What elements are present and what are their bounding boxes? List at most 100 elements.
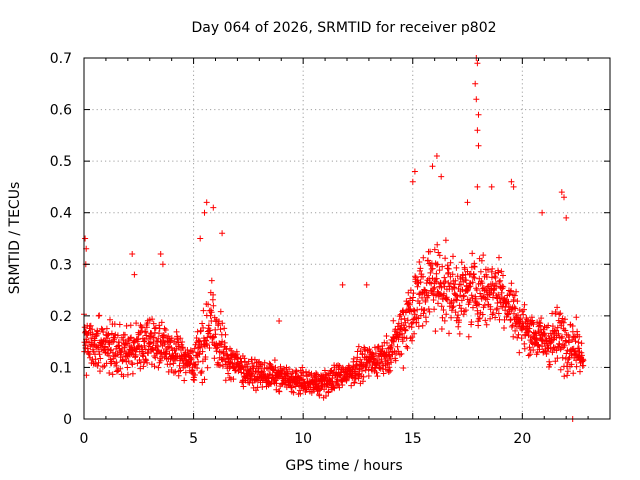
data-point xyxy=(427,269,434,276)
data-point xyxy=(521,345,528,352)
data-point xyxy=(403,343,410,350)
y-axis-label: SRMTID / TECUs xyxy=(7,182,23,295)
data-point xyxy=(426,308,433,315)
data-point xyxy=(478,257,485,264)
data-point xyxy=(425,292,432,299)
data-point xyxy=(544,348,551,355)
data-point xyxy=(487,306,494,313)
data-point xyxy=(210,302,217,309)
data-point xyxy=(508,280,515,287)
data-point xyxy=(123,322,130,329)
data-point xyxy=(127,335,134,342)
data-point xyxy=(269,363,275,370)
data-point xyxy=(210,291,217,298)
data-point xyxy=(537,326,544,333)
data-point xyxy=(498,268,505,275)
data-point xyxy=(494,305,501,312)
data-point xyxy=(479,280,486,287)
data-point xyxy=(537,320,544,327)
data-point xyxy=(562,316,568,323)
data-point xyxy=(404,317,411,324)
data-point xyxy=(196,350,203,357)
data-point xyxy=(443,311,450,318)
data-point xyxy=(547,361,553,368)
grid-layer xyxy=(84,58,610,419)
data-point xyxy=(420,254,427,261)
data-point xyxy=(134,360,141,367)
data-point xyxy=(158,319,165,326)
data-point xyxy=(316,392,323,399)
data-point xyxy=(492,314,499,321)
data-point xyxy=(400,365,407,371)
data-point xyxy=(539,209,546,216)
data-point xyxy=(219,230,226,237)
data-point xyxy=(379,345,386,352)
data-point xyxy=(192,372,198,378)
data-point xyxy=(439,263,446,270)
data-point xyxy=(119,356,126,363)
data-point xyxy=(530,321,537,328)
data-point xyxy=(222,358,229,365)
data-point xyxy=(177,367,184,374)
data-point xyxy=(455,312,461,319)
data-point xyxy=(475,111,482,118)
data-point xyxy=(114,332,121,339)
data-point xyxy=(191,377,198,384)
data-point xyxy=(142,328,149,335)
data-point xyxy=(525,352,532,359)
data-point xyxy=(376,364,383,371)
data-point xyxy=(210,334,217,341)
data-point xyxy=(578,352,585,359)
data-point xyxy=(209,335,216,341)
data-point xyxy=(538,315,545,322)
data-point xyxy=(545,322,552,329)
data-point xyxy=(331,385,338,392)
data-point xyxy=(508,178,515,185)
data-point xyxy=(520,311,527,318)
y-tick-labels: 0 0.1 0.2 0.3 0.4 0.5 0.6 0.7 xyxy=(50,51,72,428)
data-point xyxy=(379,360,385,367)
data-point xyxy=(215,318,222,325)
data-point xyxy=(388,359,395,366)
data-point xyxy=(461,292,467,299)
data-point xyxy=(94,330,101,337)
data-point xyxy=(299,364,306,371)
data-point xyxy=(207,312,214,319)
data-point xyxy=(462,307,469,314)
data-point xyxy=(225,370,232,377)
data-point xyxy=(549,323,556,330)
data-point xyxy=(474,60,481,67)
data-point xyxy=(104,332,111,339)
data-point xyxy=(496,254,502,261)
data-point xyxy=(562,327,569,334)
data-point xyxy=(469,279,476,286)
data-point xyxy=(427,248,434,255)
x-tick-label: 10 xyxy=(294,431,312,447)
data-point xyxy=(426,279,433,286)
data-point xyxy=(159,261,166,268)
data-point xyxy=(580,357,587,364)
y-tick-label: 0.2 xyxy=(50,309,72,325)
data-point xyxy=(365,373,372,379)
data-point xyxy=(314,371,320,378)
data-point xyxy=(448,314,455,321)
data-point xyxy=(131,271,138,278)
data-point xyxy=(106,370,113,376)
data-point xyxy=(425,306,432,312)
data-point xyxy=(398,350,405,357)
data-point xyxy=(367,358,374,365)
data-point xyxy=(435,300,441,307)
data-point xyxy=(389,351,396,358)
data-point xyxy=(536,346,543,353)
data-point xyxy=(444,296,451,303)
data-point xyxy=(516,349,523,356)
data-point xyxy=(455,323,462,330)
data-point xyxy=(417,265,424,272)
data-point xyxy=(554,355,561,362)
data-point xyxy=(390,317,397,324)
data-point xyxy=(442,237,449,244)
data-point xyxy=(530,347,537,353)
data-point xyxy=(359,368,365,374)
data-point xyxy=(290,389,297,396)
data-point xyxy=(425,257,431,264)
